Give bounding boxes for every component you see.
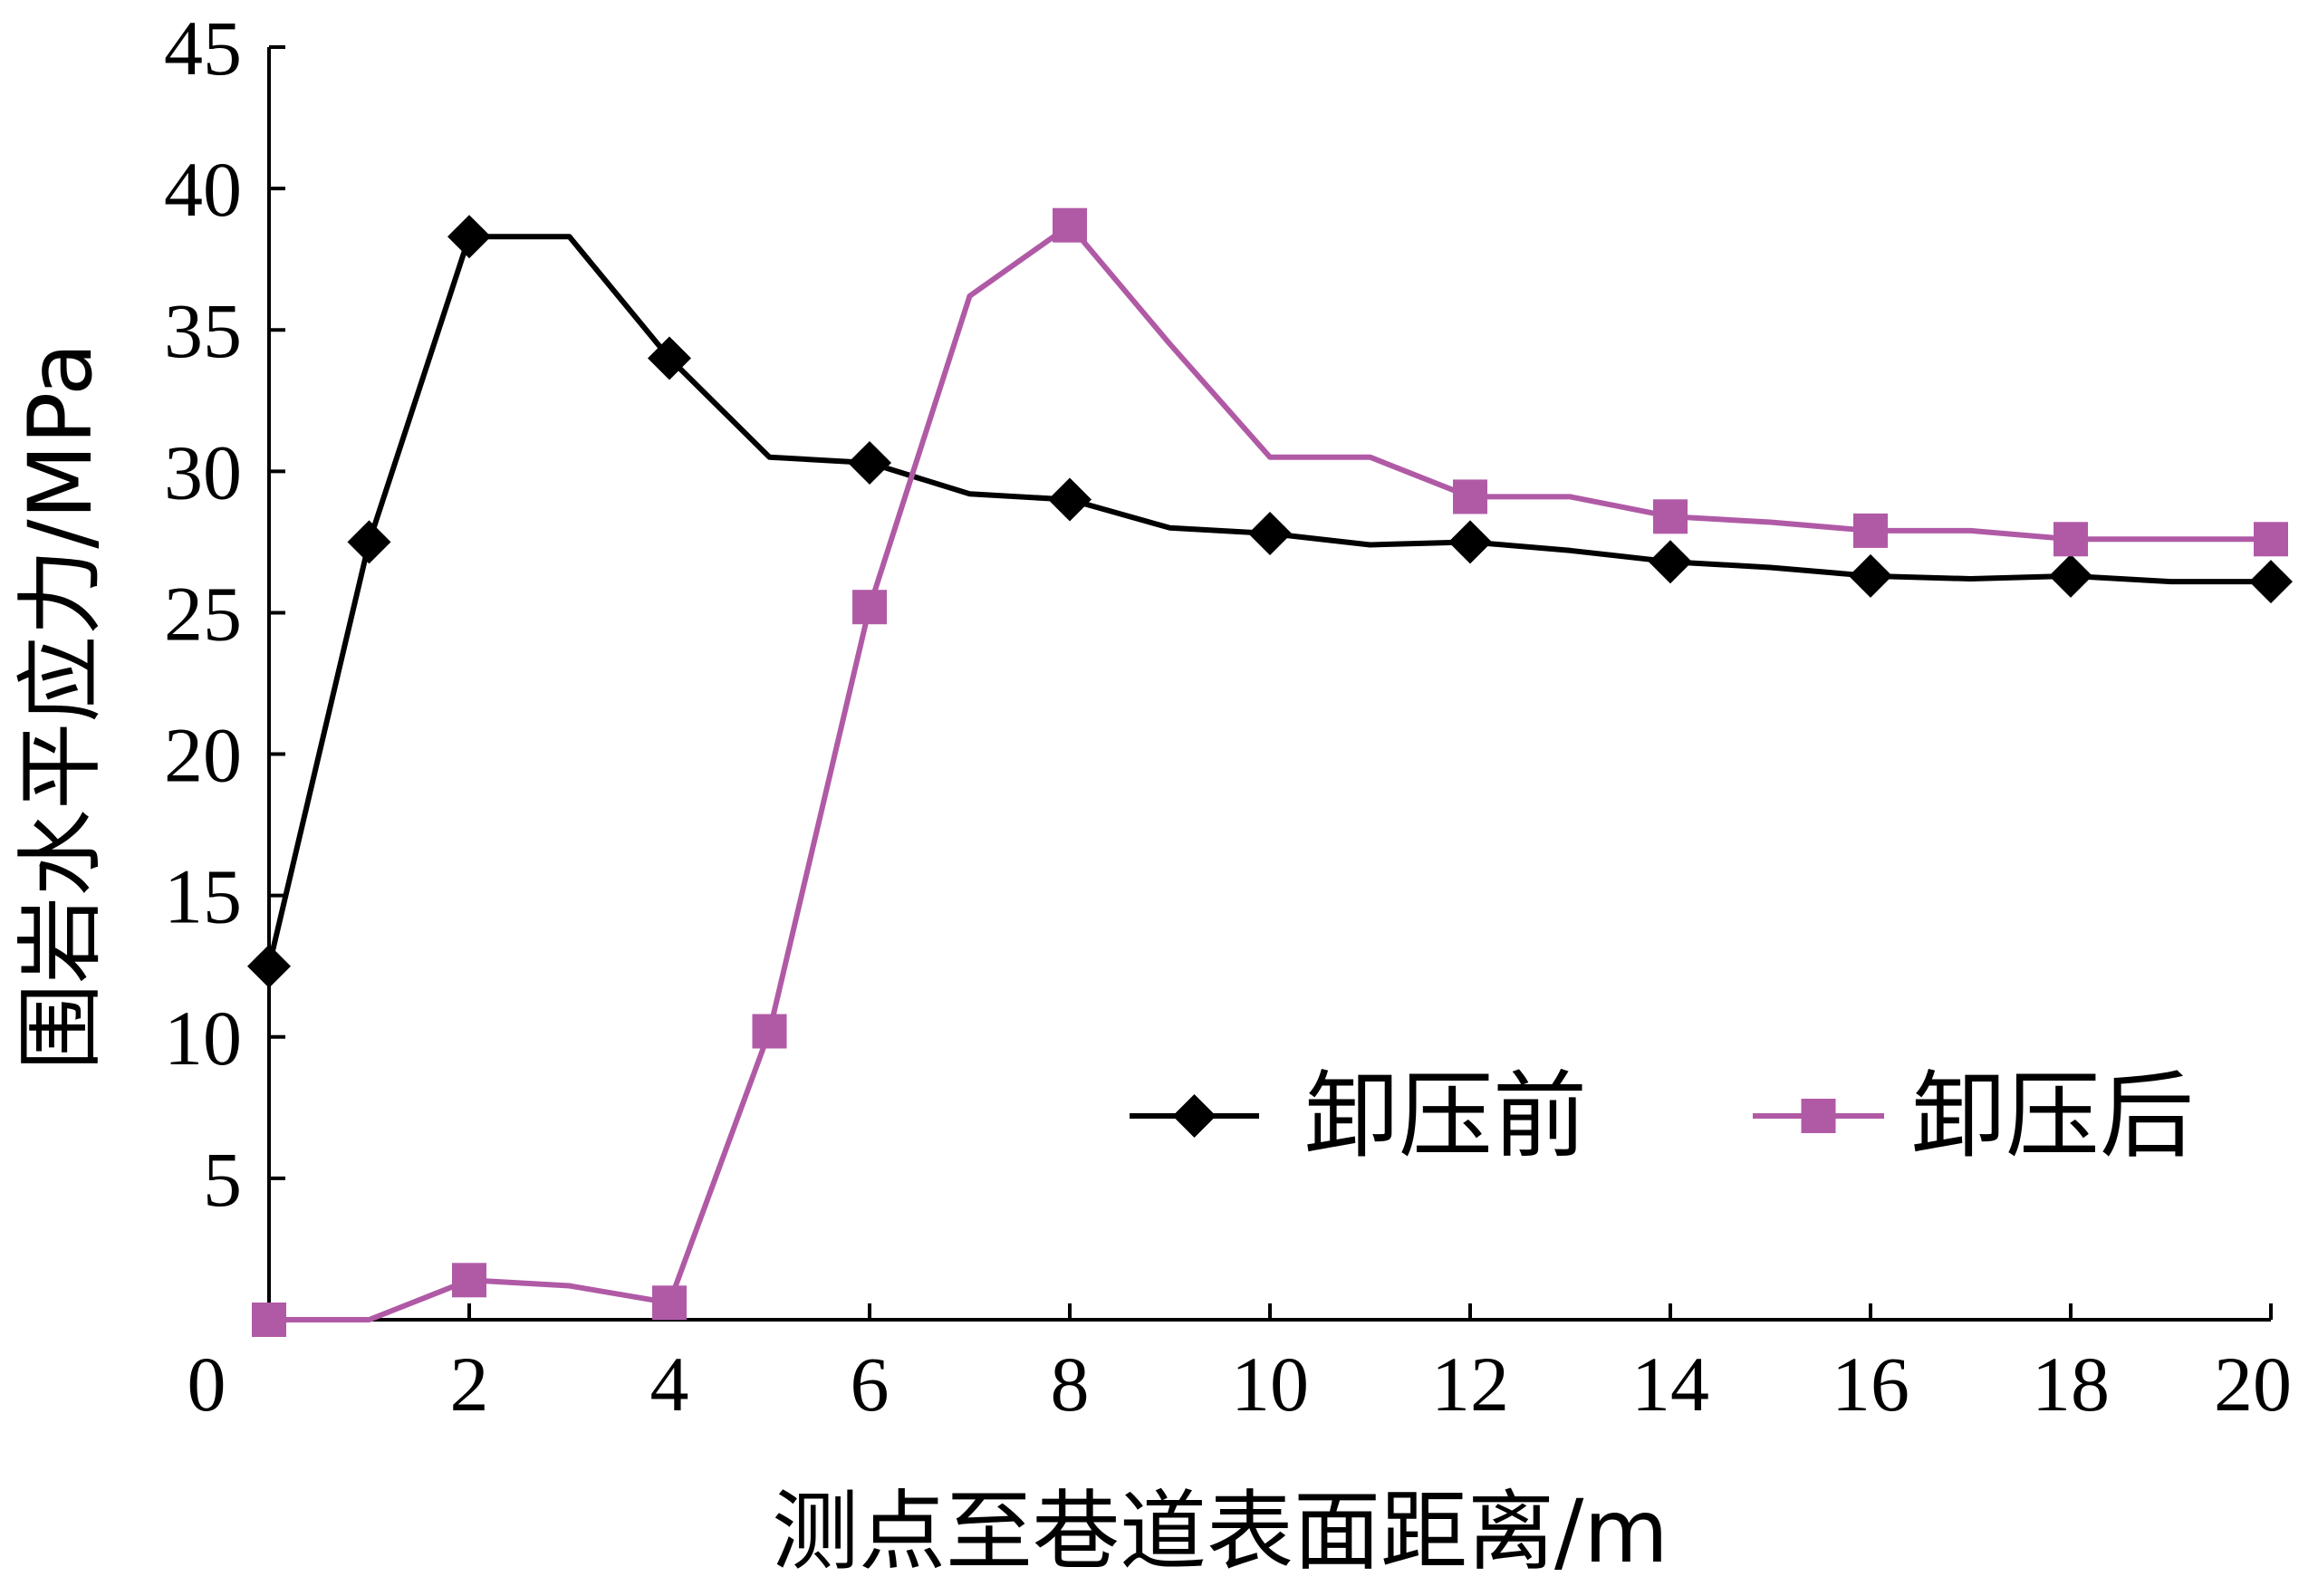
x-tick-label: 14 <box>1631 1341 1709 1428</box>
data-point <box>247 944 291 988</box>
data-point <box>1853 513 1888 548</box>
x-tick-label: 8 <box>1051 1341 1090 1428</box>
data-point <box>852 590 887 625</box>
data-point <box>452 1263 486 1298</box>
y-tick-label: 10 <box>164 995 242 1082</box>
data-point <box>648 336 691 380</box>
y-tick-label: 25 <box>164 570 242 657</box>
x-tick-label: 18 <box>2032 1341 2110 1428</box>
data-point <box>1248 512 1292 556</box>
legend-item-2: 卸压后 <box>1753 1061 2194 1171</box>
series-layer <box>247 207 2293 1337</box>
x-axis-title: 测点至巷道表面距离/m <box>772 1481 1669 1582</box>
y-tick-label: 40 <box>164 146 242 233</box>
data-point <box>2254 522 2288 557</box>
legend-label: 卸压前 <box>1304 1061 1587 1171</box>
series-line <box>266 234 2271 967</box>
legend-item-1: 卸压前 <box>1130 1061 1587 1171</box>
data-point <box>252 1303 286 1337</box>
data-point <box>1453 479 1487 514</box>
data-point <box>1649 540 1692 584</box>
y-tick-label: 30 <box>164 428 242 515</box>
data-point <box>1849 553 1892 598</box>
data-point <box>1653 499 1688 534</box>
series-1 <box>247 215 2293 988</box>
y-tick-label: 35 <box>164 287 242 374</box>
x-tick-label: 0 <box>188 1341 226 1428</box>
series-2 <box>252 207 2288 1337</box>
series-line <box>269 222 2271 1322</box>
data-point <box>447 215 491 259</box>
x-tick-label: 2 <box>450 1341 489 1428</box>
data-point <box>848 440 891 485</box>
x-tick-label: 10 <box>1231 1341 1309 1428</box>
legend-label: 卸压后 <box>1911 1061 2194 1171</box>
axes: 0 2 4 6 8 10 12 14 16 18 20 5 10 15 20 25 30 35 40 45 <box>164 5 2292 1428</box>
x-tick-label: 6 <box>851 1341 890 1428</box>
data-point <box>1048 477 1092 522</box>
x-tick-label: 4 <box>650 1341 689 1428</box>
data-point <box>752 1014 787 1049</box>
data-point <box>1053 207 1087 243</box>
y-tick-label: 20 <box>164 712 242 799</box>
x-tick-label: 16 <box>1832 1341 1909 1428</box>
y-tick-label: 15 <box>164 853 242 940</box>
y-tick-label: 5 <box>203 1136 242 1223</box>
x-tick-label: 20 <box>2214 1341 2292 1428</box>
x-tick-label: 12 <box>1431 1341 1509 1428</box>
legend-marker <box>1172 1094 1217 1138</box>
data-point <box>652 1285 687 1321</box>
legend: 卸压前 卸压后 <box>1130 1061 2194 1171</box>
data-point <box>2249 560 2293 604</box>
y-axis-title: 围岩水平应力/MPa <box>10 342 111 1071</box>
data-point <box>1448 520 1492 564</box>
data-point <box>2049 553 2092 598</box>
data-point <box>2053 522 2088 557</box>
legend-marker <box>1801 1099 1836 1133</box>
y-tick-label: 45 <box>164 5 242 91</box>
data-point <box>347 520 391 564</box>
